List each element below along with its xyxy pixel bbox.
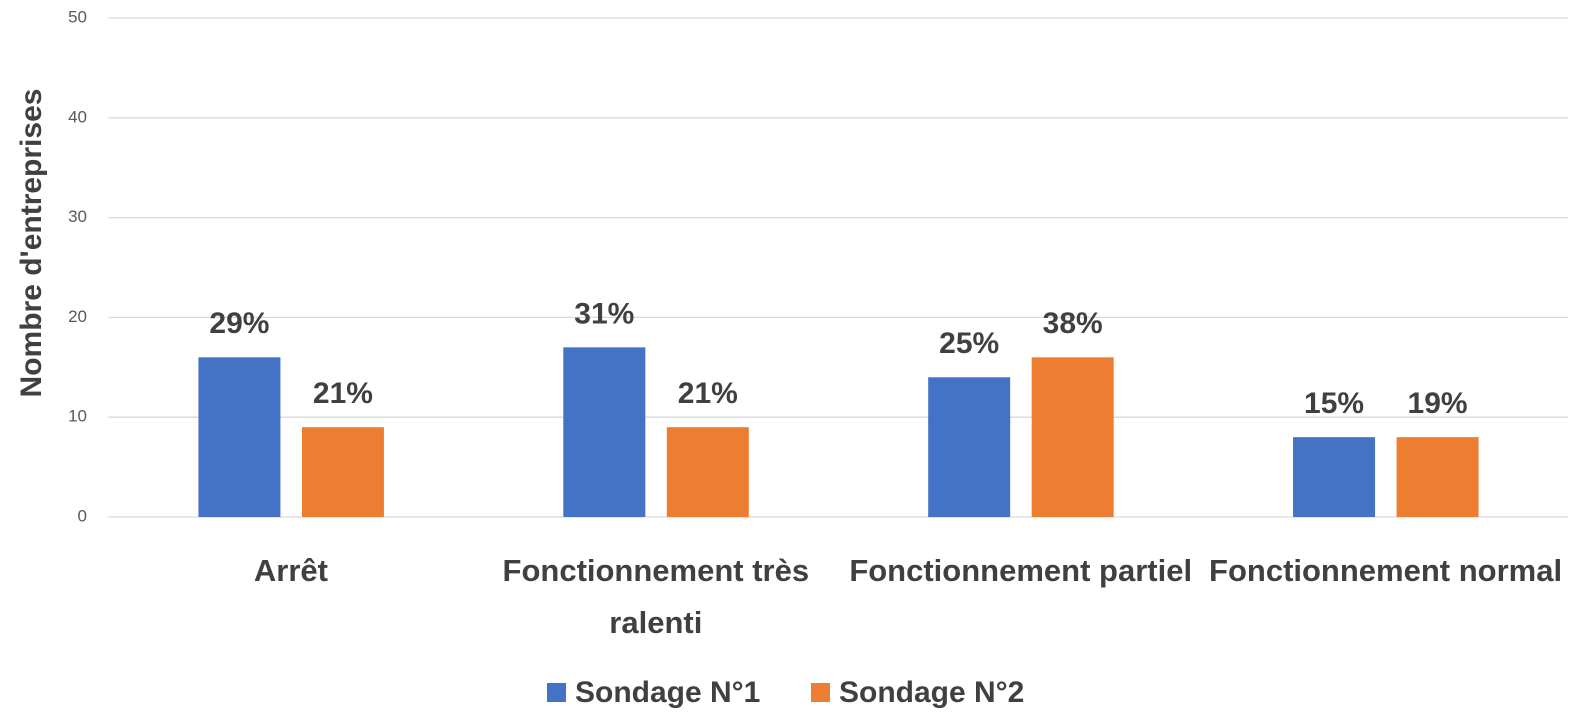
data-label: 21% — [313, 377, 373, 410]
data-label: 31% — [574, 297, 634, 330]
bar — [563, 347, 646, 517]
data-label: 29% — [209, 307, 269, 340]
legend-swatch — [547, 683, 566, 702]
data-label: 25% — [939, 327, 999, 360]
bar — [666, 427, 749, 517]
x-tick-label: Arrêt — [253, 553, 328, 588]
bar — [1293, 437, 1376, 517]
x-tick-label: Fonctionnement partiel — [849, 553, 1193, 588]
y-axis-title: Nombre d'entreprises — [15, 89, 48, 398]
data-label: 19% — [1408, 387, 1468, 420]
x-tick-label: Fonctionnement normal — [1209, 553, 1563, 588]
data-label: 15% — [1304, 387, 1364, 420]
legend-label: Sondage N°1 — [575, 676, 760, 709]
bar — [198, 357, 281, 517]
bar — [1031, 357, 1114, 517]
bar — [1396, 437, 1479, 517]
y-tick-label: 10 — [68, 407, 87, 426]
x-tick-label: Fonctionnement très ralenti — [502, 553, 810, 640]
y-tick-label: 20 — [68, 307, 87, 326]
y-tick-label: 50 — [68, 7, 87, 26]
y-tick-label: 0 — [78, 506, 87, 525]
bar — [301, 427, 384, 517]
y-tick-label: 30 — [68, 207, 87, 226]
bar — [928, 377, 1011, 517]
legend-label: Sondage N°2 — [839, 676, 1024, 709]
data-label: 38% — [1043, 307, 1103, 340]
legend-swatch — [811, 683, 830, 702]
y-tick-label: 40 — [68, 107, 87, 126]
data-label: 21% — [678, 377, 738, 410]
